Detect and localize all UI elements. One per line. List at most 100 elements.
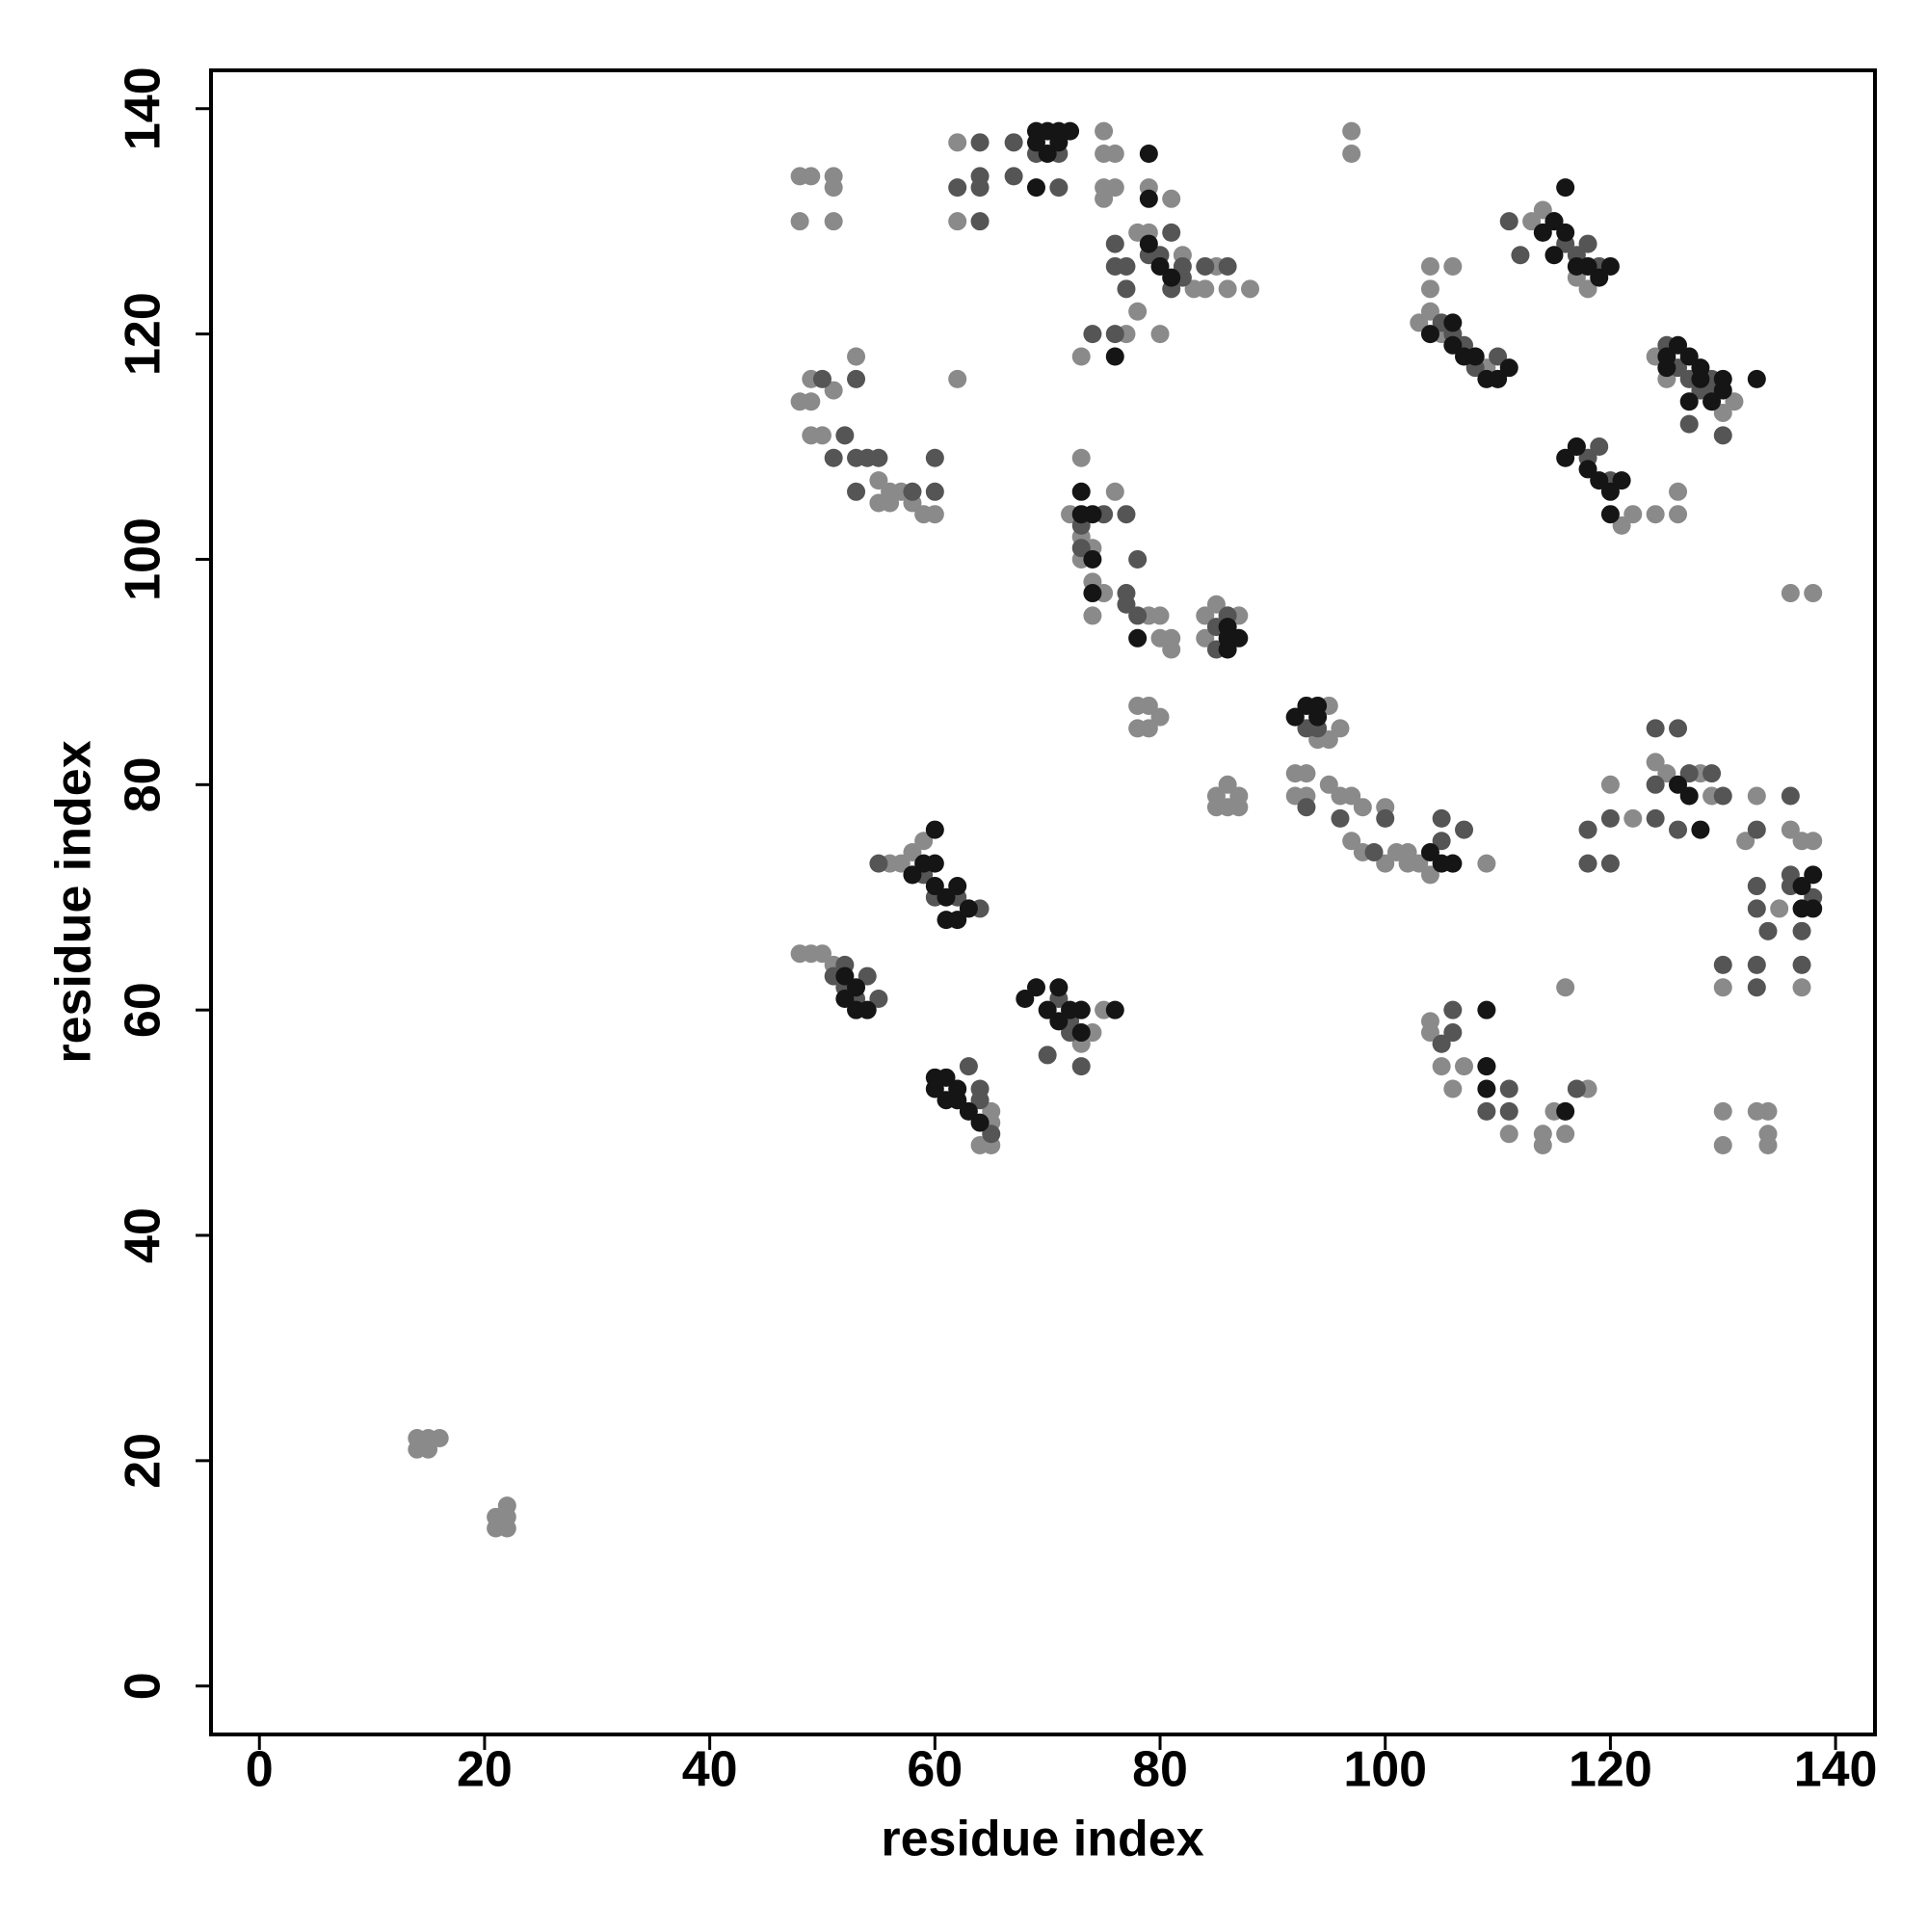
- contact-point: [1646, 753, 1665, 772]
- contact-point: [1410, 854, 1429, 873]
- contact-point: [1026, 133, 1045, 152]
- contact-point: [1544, 212, 1564, 231]
- contact-point: [1747, 369, 1766, 388]
- contact-point: [1218, 618, 1237, 637]
- contact-point: [1196, 279, 1215, 299]
- contact-point: [812, 944, 832, 964]
- contact-point: [903, 482, 922, 501]
- contact-point: [824, 448, 843, 467]
- contact-point: [970, 178, 990, 198]
- contact-point: [1770, 899, 1789, 918]
- contact-point: [1747, 899, 1766, 918]
- contact-point: [1139, 234, 1158, 253]
- contact-point: [1669, 482, 1688, 501]
- contact-point: [1083, 549, 1102, 569]
- contact-point: [1443, 313, 1463, 332]
- contact-point: [1679, 347, 1699, 366]
- contact-point: [1004, 133, 1023, 152]
- contact-point: [970, 1113, 990, 1132]
- contact-point: [1049, 1012, 1069, 1031]
- contact-point: [925, 482, 944, 501]
- contact-point: [1218, 775, 1237, 794]
- contact-point: [802, 392, 821, 411]
- contact-point: [1420, 256, 1439, 276]
- contact-point: [1477, 1101, 1496, 1121]
- contact-point: [948, 369, 967, 388]
- contact-point: [1556, 178, 1575, 198]
- x-tick-label: 120: [1569, 1742, 1652, 1798]
- x-tick-label: 140: [1794, 1742, 1878, 1798]
- contact-point: [1804, 832, 1823, 851]
- contact-point: [1139, 189, 1158, 208]
- contact-point: [869, 854, 888, 873]
- contact-point: [1758, 1101, 1778, 1121]
- contact-point: [1376, 854, 1395, 873]
- contact-point: [891, 854, 911, 873]
- contact-point: [419, 1440, 438, 1459]
- contact-point: [1657, 358, 1676, 378]
- contact-point: [1061, 121, 1080, 141]
- contact-point: [1229, 798, 1249, 817]
- contact-point: [1150, 606, 1170, 625]
- contact-point: [824, 178, 843, 198]
- contact-point: [937, 1068, 956, 1087]
- y-tick-label: 60: [116, 982, 172, 1038]
- contact-point: [1071, 448, 1091, 467]
- contact-point: [824, 381, 843, 400]
- x-tick-label: 60: [907, 1742, 963, 1798]
- contact-point: [869, 989, 888, 1008]
- contact-point: [1747, 877, 1766, 896]
- contact-point: [948, 911, 967, 930]
- contact-point: [1297, 798, 1316, 817]
- contact-point: [1229, 628, 1249, 648]
- contact-point: [903, 842, 922, 861]
- contact-point: [1139, 719, 1158, 738]
- contact-point: [1105, 178, 1124, 198]
- contact-point: [1331, 808, 1350, 828]
- contact-point: [1646, 505, 1665, 524]
- contact-point: [1432, 1057, 1451, 1076]
- contact-point: [1105, 234, 1124, 253]
- contact-point: [925, 448, 944, 467]
- contact-point: [1804, 899, 1823, 918]
- contact-point: [847, 1000, 866, 1019]
- contact-point: [959, 1057, 978, 1076]
- contact-point: [1792, 921, 1811, 940]
- contact-point: [1308, 707, 1328, 727]
- contact-point: [937, 1091, 956, 1110]
- contact-point: [1117, 279, 1136, 299]
- contact-point: [1117, 505, 1136, 524]
- contact-point: [1420, 279, 1439, 299]
- contact-point: [1004, 167, 1023, 186]
- contact-point: [1150, 256, 1170, 276]
- contact-point: [1578, 279, 1597, 299]
- contact-point: [1353, 798, 1372, 817]
- contact-point: [1679, 392, 1699, 411]
- y-axis-label: residue index: [46, 740, 102, 1063]
- contact-point: [1578, 820, 1597, 839]
- contact-point: [1713, 403, 1732, 422]
- contact-point: [1623, 808, 1643, 828]
- contact-point: [937, 887, 956, 907]
- contact-point: [1792, 955, 1811, 974]
- contact-point: [1285, 707, 1305, 727]
- contact-point: [959, 899, 978, 918]
- contact-point: [1443, 256, 1463, 276]
- contact-point: [1049, 178, 1069, 198]
- contact-point: [1016, 989, 1035, 1008]
- contact-point: [1511, 246, 1530, 265]
- contact-point: [1691, 369, 1710, 388]
- contact-point: [1669, 820, 1688, 839]
- contact-point: [802, 167, 821, 186]
- contact-point: [1218, 256, 1237, 276]
- contact-point: [869, 448, 888, 467]
- contact-point: [1342, 786, 1361, 806]
- contact-point: [1071, 482, 1091, 501]
- contact-point: [925, 820, 944, 839]
- contact-point: [497, 1507, 516, 1526]
- contact-point: [1071, 1000, 1091, 1019]
- contact-point: [1162, 223, 1181, 242]
- contact-point: [1465, 347, 1485, 366]
- x-axis-label: residue index: [881, 1812, 1203, 1867]
- contact-point: [835, 966, 855, 986]
